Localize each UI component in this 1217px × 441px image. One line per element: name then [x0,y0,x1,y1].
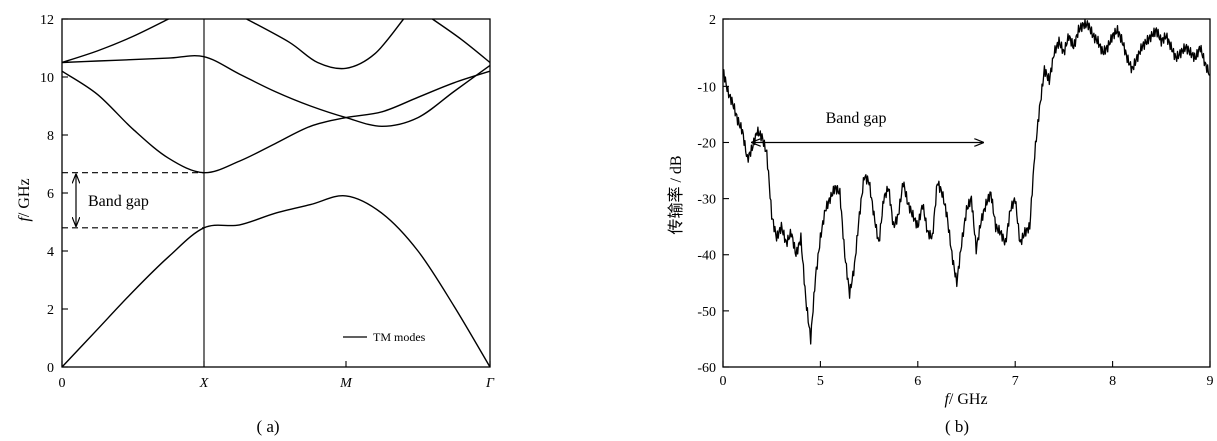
chart-b-x-tick-label: 0 [720,374,727,389]
chart-b-x-axis-var: f [944,391,951,408]
chart-a-band-gap-marker [62,172,204,229]
chart-a-band-curve-3 [61,55,491,128]
chart-b-y-tick-label: -50 [697,305,716,320]
chart-b-x-axis-label: f/ GHz [944,391,987,408]
chart-b-series-line [722,18,1210,345]
chart-a-y-ticks: 0 2 4 6 8 10 12 [40,13,68,376]
chart-a-curves [61,18,491,368]
chart-a-y-tick-label: 8 [47,129,54,144]
chart-a-panel-label: ( a) [256,417,279,436]
chart-b-y-tick-label: 2 [709,13,716,28]
chart-a-y-axis-var: f [16,215,33,222]
chart-b-x-tick-label: 8 [1109,374,1116,389]
chart-a-x-tick-label: M [339,376,353,391]
chart-b-panel-label: ( b) [945,417,969,436]
chart-a-y-tick-label: 2 [47,303,54,318]
chart-a-y-tick-label: 10 [40,71,54,86]
chart-a-band-curve-2 [61,70,491,174]
chart-b-x-ticks: 0 5 6 7 8 9 [720,361,1214,389]
chart-a-band-curve-1 [61,195,491,368]
chart-b-band-gap-label: Band gap [826,110,887,127]
chart-b-x-axis-unit: / GHz [949,391,988,408]
chart-a-x-ticks: 0 X M Γ [59,361,495,391]
chart-b-y-tick-label: -10 [697,80,716,95]
chart-b-y-axis-label: 传输率 / dB [667,155,685,234]
chart-a-y-axis-unit: / GHz [16,178,33,217]
chart-b-x-tick-label: 7 [1012,374,1019,389]
chart-b-y-tick-label: -40 [697,249,716,264]
chart-b-x-tick-label: 9 [1207,374,1214,389]
chart-a-legend-label: TM modes [373,330,426,344]
chart-b-y-ticks: 2 -10 -20 -30 -40 -50 -60 [697,13,729,376]
chart-a-legend: TM modes [343,330,426,344]
chart-b-y-tick-label: -60 [697,361,716,376]
chart-b-x-tick-label: 5 [817,374,824,389]
chart-a-y-tick-label: 12 [40,13,54,28]
chart-a-y-axis-label: f/ GHz [16,178,33,221]
chart-b: 2 -10 -20 -30 -40 -50 -60 0 5 6 7 8 9 Band gap 传输率 … [667,13,1214,436]
chart-a-y-tick-label: 0 [47,361,54,376]
chart-a-x-tick-label: X [199,376,209,391]
chart-a-y-tick-label: 6 [47,187,54,202]
chart-b-frame [722,18,1211,368]
chart-a-x-tick-label: 0 [59,376,66,391]
chart-a-band-curve-5 [246,18,405,70]
chart-b-y-tick-label: -20 [697,136,716,151]
chart-b-x-tick-label: 6 [914,374,921,389]
chart-b-y-tick-label: -30 [697,193,716,208]
chart-a-band-curve-4 [61,18,169,64]
chart-a-band-curve-6 [431,18,491,64]
chart-a-band-gap-label: Band gap [88,193,149,210]
chart-a-y-tick-label: 4 [47,245,54,260]
chart-a-x-tick-label: Γ [485,376,495,391]
